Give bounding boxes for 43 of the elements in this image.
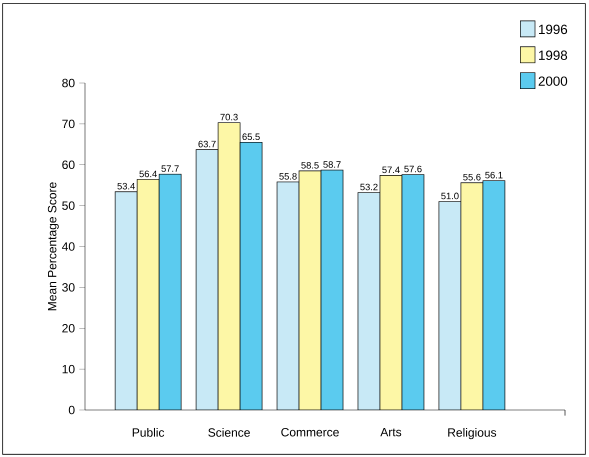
bar (460, 182, 484, 410)
x-tick-label: Public (132, 428, 164, 437)
bar (196, 149, 218, 410)
y-tick-label: 60 (62, 160, 75, 170)
data-label: 56.1 (485, 172, 503, 178)
y-tick-label: 80 (62, 78, 75, 88)
x-tick-label: Arts (380, 428, 402, 436)
bar (380, 175, 402, 410)
data-label: 70.3 (220, 114, 238, 120)
y-tick-label: 10 (62, 364, 75, 374)
data-label: 53.2 (360, 184, 378, 190)
legend-label: 2000 (538, 76, 568, 86)
data-label: 58.5 (301, 162, 319, 169)
data-label: 53.4 (117, 182, 135, 190)
data-label: 58.7 (323, 161, 341, 168)
data-label: 63.7 (198, 140, 216, 148)
data-label: 55.8 (279, 173, 297, 180)
bar (276, 182, 300, 410)
y-axis-title: Mean Percentage Score (48, 182, 59, 310)
data-label: 57.7 (161, 165, 179, 172)
bar (136, 179, 160, 410)
data-label: 55.6 (463, 174, 481, 180)
y-tick-label: 30 (62, 283, 75, 292)
y-tick-label: 50 (62, 201, 75, 210)
data-label: 57.4 (382, 166, 400, 174)
legend-label: 1998 (539, 50, 568, 60)
bar (438, 201, 462, 410)
y-tick-label: 40 (62, 242, 75, 251)
data-label: 56.4 (139, 170, 157, 178)
y-tick-label: 20 (62, 324, 75, 333)
bar (358, 192, 380, 410)
x-tick-label: Religious (448, 428, 496, 440)
x-tick-label: Commerce (281, 428, 339, 436)
bar (114, 191, 138, 410)
data-label: 57.6 (404, 166, 422, 172)
data-label: 51.0 (441, 192, 459, 200)
x-tick-label: Science (208, 428, 250, 437)
y-tick-label: 70 (62, 120, 75, 128)
bar (218, 122, 240, 410)
legend-label: 1996 (539, 24, 568, 34)
data-label: 65.5 (242, 133, 260, 140)
bar (298, 170, 322, 410)
y-tick-label: 0 (68, 406, 75, 414)
